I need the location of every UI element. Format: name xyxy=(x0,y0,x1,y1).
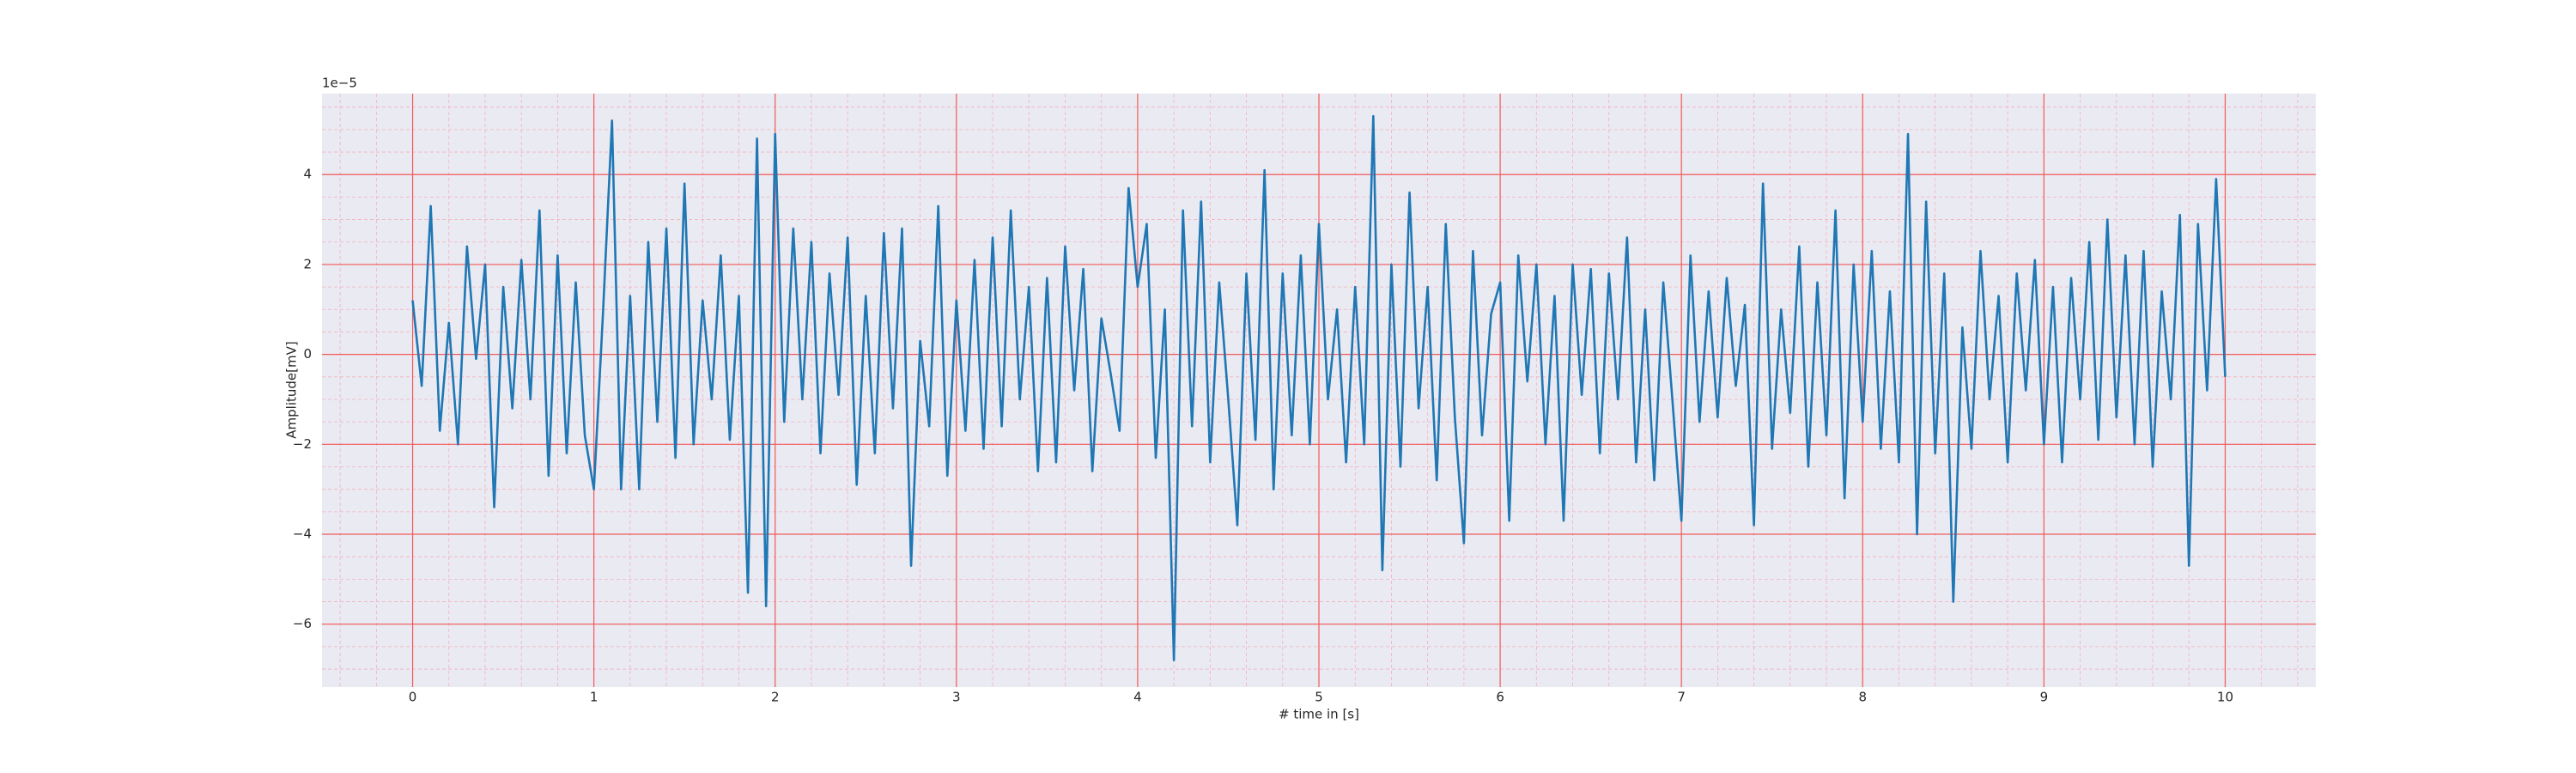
x-tick-label: 9 xyxy=(2040,690,2049,705)
y-tick-label: 0 xyxy=(303,346,312,362)
y-tick-label: −4 xyxy=(293,526,312,542)
signal-line xyxy=(411,114,2227,661)
y-tick-label: −2 xyxy=(293,436,312,452)
x-tick-label: 3 xyxy=(952,690,961,705)
y-tick-label: 4 xyxy=(303,167,312,182)
y-axis-label: Amplitude[mV] xyxy=(284,341,300,438)
x-tick-label: 2 xyxy=(771,690,780,705)
x-tick-label: 10 xyxy=(2217,690,2233,705)
x-tick-label: 4 xyxy=(1133,690,1142,705)
x-tick-label: 5 xyxy=(1315,690,1323,705)
x-tick-label: 0 xyxy=(409,690,417,705)
x-tick-label: 1 xyxy=(590,690,598,705)
y-offset-text: 1e−5 xyxy=(322,76,357,91)
x-axis-label: # time in [s] xyxy=(1279,707,1359,722)
x-tick-label: 7 xyxy=(1677,690,1686,705)
y-tick-label: −6 xyxy=(293,616,312,631)
x-tick-label: 8 xyxy=(1858,690,1867,705)
x-tick-label: 6 xyxy=(1496,690,1504,705)
y-tick-label: 2 xyxy=(303,256,312,271)
